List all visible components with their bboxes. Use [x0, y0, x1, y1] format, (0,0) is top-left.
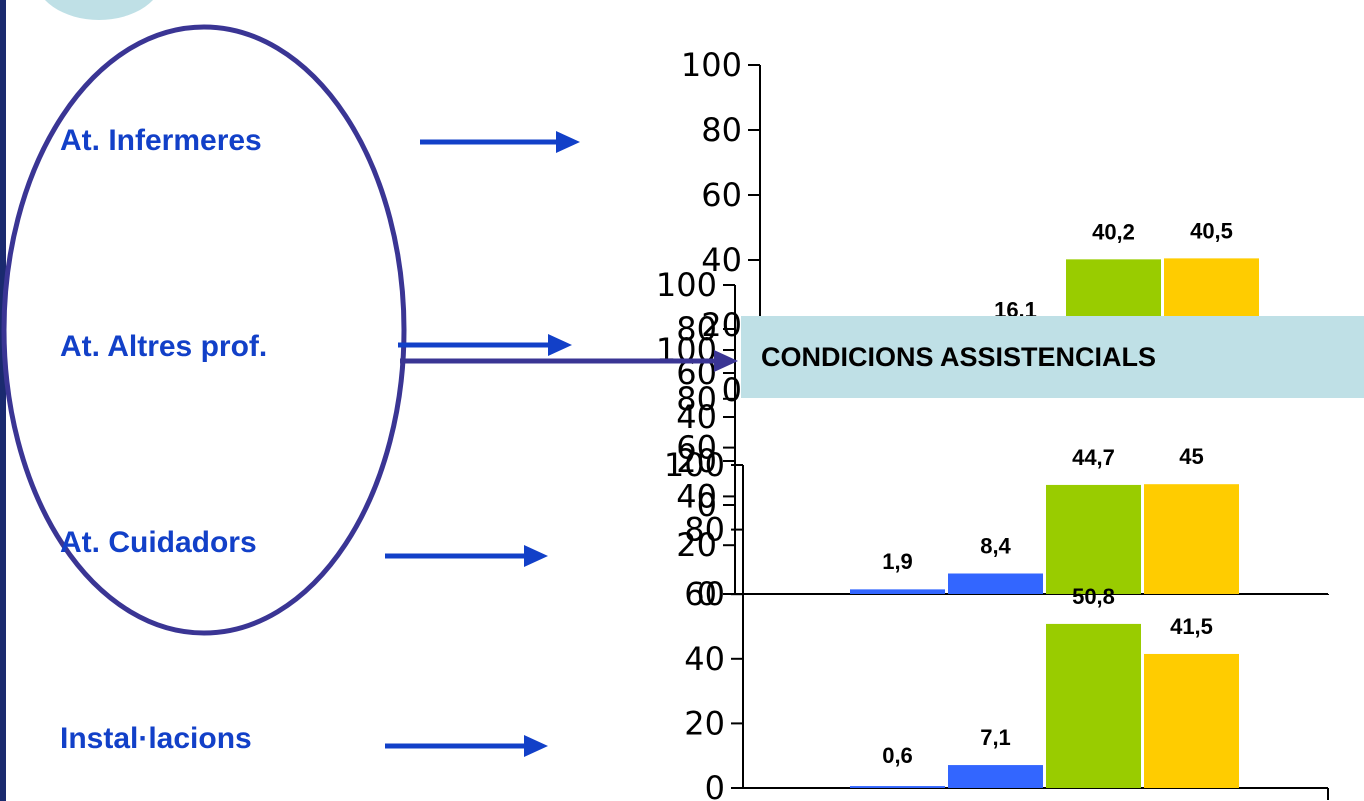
arrow-instal-lacions — [385, 735, 548, 757]
chart-4-tick-label-40: 40 — [684, 640, 725, 678]
chart-1-tick-label-40: 40 — [701, 241, 742, 279]
chart-1-tick-label-60: 60 — [701, 176, 742, 214]
arrow-instal-lacions-head — [524, 735, 548, 757]
chart-3-value-label-4: 45 — [1179, 444, 1203, 469]
chart-3-bar-4 — [1144, 484, 1239, 594]
label-instal-lacions: Instal·lacions — [60, 722, 252, 755]
arrow-cuidadors-head — [524, 545, 548, 567]
chart-3-value-label-1: 1,9 — [882, 549, 913, 574]
labels-ellipse — [1, 24, 407, 636]
arrow-to-banner-head — [714, 350, 738, 372]
chart-4-tick-label-0: 0 — [705, 769, 725, 801]
chart-2-tick-label-100: 100 — [656, 266, 717, 304]
arrow-infermeres — [420, 131, 580, 153]
chart-4-tick-label-80: 80 — [684, 511, 725, 549]
chart-2-tick-label-80: 80 — [676, 310, 717, 348]
chart-3-bar-2 — [948, 573, 1043, 594]
chart-4-bar-1 — [850, 786, 945, 788]
chart-3-tick-label-80: 80 — [676, 380, 717, 418]
chart-3-bar-3 — [1046, 484, 1141, 594]
chart-3-tick-label-40: 40 — [676, 477, 717, 515]
chart-4-value-label-4: 41,5 — [1170, 614, 1213, 639]
chart-2-tick-label-0: 0 — [697, 486, 717, 524]
arrow-cuidadors — [385, 545, 548, 567]
chart-3-value-label-3: 44,7 — [1072, 445, 1115, 470]
chart-4-bar-4 — [1144, 653, 1239, 788]
condicions-assistencials-banner: CONDICIONS ASSISTENCIALS — [741, 316, 1364, 398]
chart-1-tick-label-80: 80 — [701, 111, 742, 149]
left-border-bar — [0, 0, 6, 801]
chart-4-tick-label-20: 20 — [684, 704, 725, 742]
chart-4-bar-3 — [1046, 623, 1141, 788]
chart-1-value-label-4: 40,5 — [1190, 218, 1233, 243]
label-cuidadors: At. Cuidadors — [60, 526, 257, 559]
arrow-infermeres-head — [556, 131, 580, 153]
chart-3-tick-label-0: 0 — [697, 575, 717, 613]
chart-4-tick-label-60: 60 — [684, 575, 725, 613]
chart-1-tick-label-100: 100 — [681, 46, 742, 84]
chart-4-value-label-2: 7,1 — [980, 725, 1011, 750]
arrow-altres-prof — [398, 334, 572, 356]
chart-1-value-label-3: 40,2 — [1092, 219, 1135, 244]
label-altres-prof: At. Altres prof. — [60, 330, 268, 363]
chart-4-background — [743, 595, 1343, 793]
label-infermeres: At. Infermeres — [60, 124, 262, 157]
banner-title: CONDICIONS ASSISTENCIALS — [761, 341, 1157, 372]
arrow-altres-prof-head — [548, 334, 572, 356]
arrow-to-banner — [400, 350, 738, 372]
chart-4-value-label-1: 0,6 — [882, 743, 913, 768]
chart-3-tick-label-60: 60 — [676, 429, 717, 467]
chart-4-tick-label-100: 100 — [664, 446, 725, 484]
chart-4-value-label-3: 50,8 — [1072, 584, 1115, 609]
chart-4-bar-2 — [948, 765, 1043, 788]
chart-2-tick-label-40: 40 — [676, 398, 717, 436]
chart-3-bar-1 — [850, 589, 945, 594]
chart-3-value-label-2: 8,4 — [980, 534, 1011, 559]
chart-1-tick-label-0: 0 — [722, 371, 742, 409]
chart-1-tick-label-20: 20 — [701, 306, 742, 344]
chart-2-tick-label-20: 20 — [676, 442, 717, 480]
chart-3-tick-label-20: 20 — [676, 526, 717, 564]
